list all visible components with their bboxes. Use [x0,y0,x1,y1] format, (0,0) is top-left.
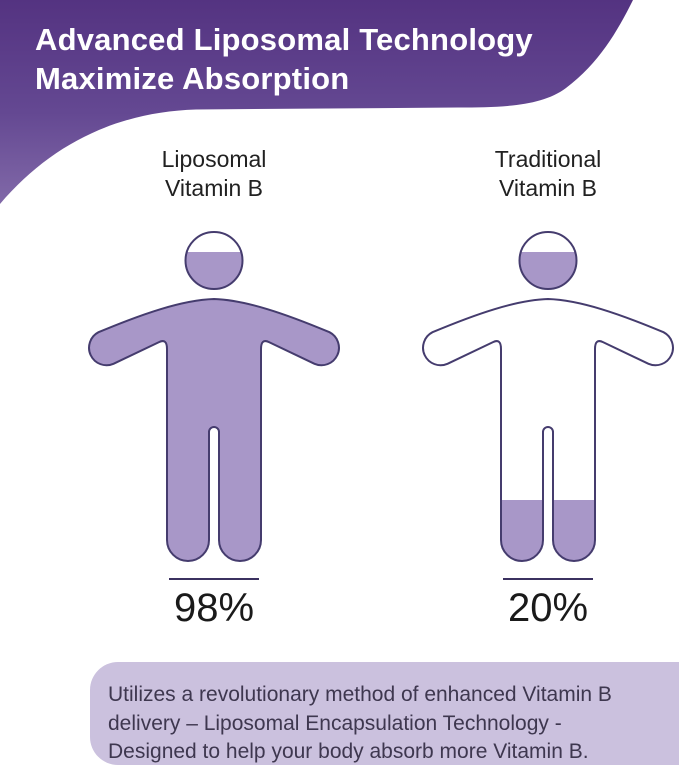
header-swoosh-shape [0,0,633,204]
page-title: Advanced Liposomal Technology Maximize A… [35,20,533,98]
page-title-line2: Maximize Absorption [35,61,350,96]
person-figure-traditional [422,231,674,562]
label-liposomal: Liposomal Vitamin B [86,145,342,203]
description-box: Utilizes a revolutionary method of enhan… [90,662,679,765]
percent-traditional: 20% [507,586,589,630]
baseline-traditional [503,578,593,580]
page-title-line1: Advanced Liposomal Technology [35,22,533,57]
label-liposomal-line1: Liposomal [161,146,267,172]
label-liposomal-line2: Vitamin B [164,175,263,201]
label-traditional: Traditional Vitamin B [420,145,676,203]
label-traditional-line2: Vitamin B [498,175,597,201]
person-figure-liposomal [88,231,340,562]
baseline-liposomal [169,578,259,580]
label-traditional-line1: Traditional [494,146,602,172]
description-text: Utilizes a revolutionary method of enhan… [108,683,612,763]
percent-liposomal: 98% [173,586,255,630]
